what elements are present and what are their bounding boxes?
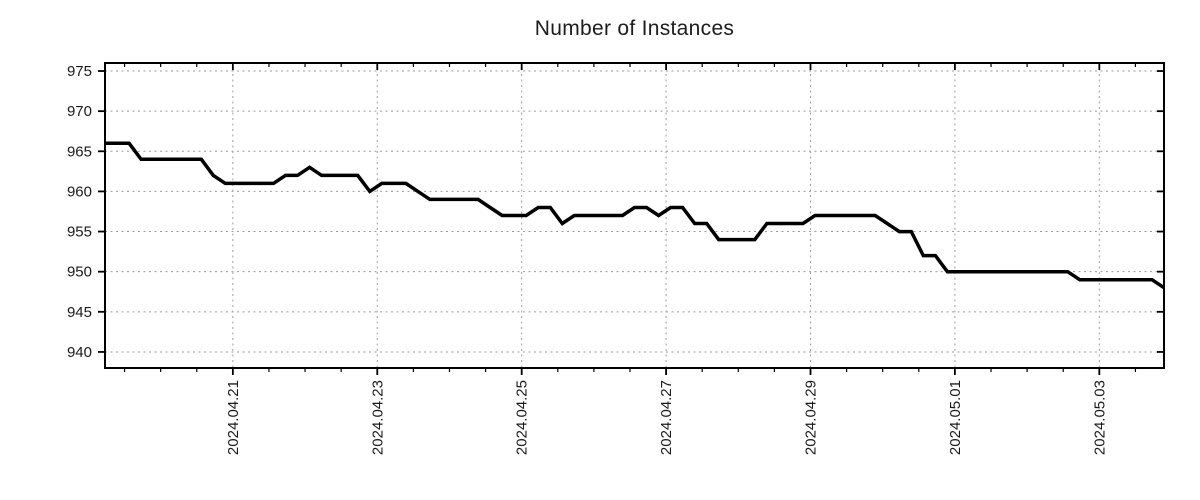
x-tick-label: 2024.05.03 — [1091, 380, 1108, 455]
y-tick-label: 950 — [67, 264, 92, 281]
x-tick-label: 2024.04.29 — [802, 380, 819, 455]
y-tick-label: 965 — [67, 143, 92, 160]
x-tick-label: 2024.04.21 — [225, 380, 242, 455]
x-tick-label: 2024.04.25 — [514, 380, 531, 455]
y-tick-label: 940 — [67, 344, 92, 361]
y-tick-label: 975 — [67, 63, 92, 80]
x-tick-label: 2024.05.01 — [947, 380, 964, 455]
y-tick-label: 955 — [67, 224, 92, 241]
x-tick-label: 2024.04.23 — [369, 380, 386, 455]
data-line-instances — [105, 141, 1165, 290]
y-tick-label: 970 — [67, 103, 92, 120]
plot-border — [104, 62, 1165, 369]
y-tick-label: 945 — [67, 304, 92, 321]
chart-title: Number of Instances — [534, 17, 735, 40]
x-tick-label: 2024.04.27 — [658, 380, 675, 455]
y-tick-label: 960 — [67, 183, 92, 200]
